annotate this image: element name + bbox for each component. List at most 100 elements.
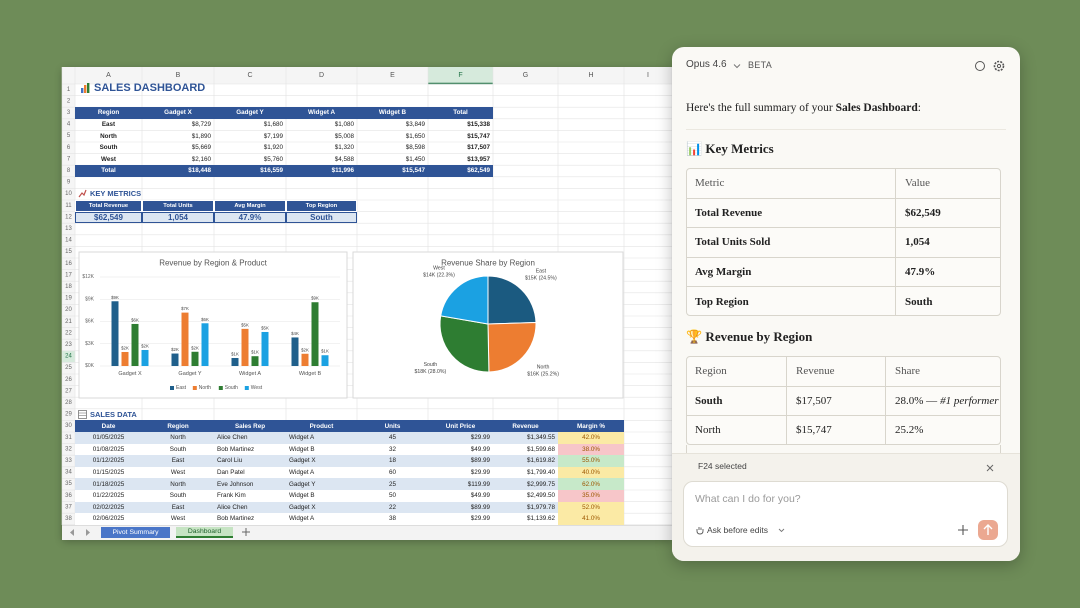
section-heading: 🏆 Revenue by Region (686, 329, 813, 344)
message-input[interactable] (683, 481, 1008, 547)
table-cell: $1,349.55 (493, 432, 558, 444)
table-cell: 60 (357, 466, 428, 479)
bar (261, 331, 269, 366)
total-cell: $11,996 (286, 165, 357, 177)
model-selector[interactable]: Opus 4.6 (686, 59, 727, 70)
column-header: E (390, 72, 395, 79)
data-label: $6K (131, 317, 139, 322)
table-cell: $1,920 (263, 144, 283, 152)
column-header: B (176, 72, 181, 79)
data-label: $4K (291, 331, 299, 336)
row-number: 24 (65, 354, 72, 360)
legend-swatch (244, 386, 249, 390)
intro-text: Here's the full summary of your Sales Da… (686, 102, 921, 114)
data-label: $5K (261, 325, 269, 330)
metric-value: 1,054 (142, 211, 214, 224)
pie-label-value: $14K (22.3%) (423, 273, 455, 279)
row-number: 35 (65, 481, 72, 487)
x-tick-label: Widget A (239, 371, 261, 377)
table-cell: $119.99 (428, 478, 493, 490)
data-label: $9K (311, 296, 319, 301)
assistant-panel: Opus 4.6 BETA Here's the full summary of y… (672, 47, 1020, 561)
plus-icon (958, 525, 968, 535)
row-number: 22 (65, 330, 72, 336)
attach-button[interactable] (952, 520, 974, 540)
table-header: Product (286, 420, 357, 432)
metric-header: Avg Margin (214, 200, 286, 212)
table-cell: 28.0% — #1 performer (885, 385, 1001, 416)
row-number: 6 (67, 145, 71, 151)
table-cell: 42.0% (558, 432, 624, 444)
row-number: 16 (65, 261, 72, 267)
row-number: 8 (67, 168, 71, 174)
data-label: $1K (231, 351, 239, 356)
table-header: Value (895, 168, 1001, 198)
data-label: $6K (201, 317, 209, 322)
pie-slice (439, 315, 490, 373)
total-cell: $16,559 (214, 165, 286, 177)
row-number: 19 (65, 296, 72, 302)
row-number: 11 (65, 203, 72, 209)
table-cell: South (895, 286, 1001, 316)
bar (141, 349, 149, 366)
add-sheet-button[interactable] (241, 527, 251, 537)
chevron-icon (733, 64, 741, 69)
table-header: Widget A (286, 107, 357, 119)
bar (191, 351, 199, 366)
table-cell: 62.0% (558, 478, 624, 490)
data-label: $7K (181, 306, 189, 311)
table-cell: North (142, 432, 214, 444)
table-header: Region (695, 364, 727, 377)
legend-label: South (225, 385, 238, 391)
table-cell: $2,499.50 (493, 490, 558, 502)
table-header: Margin % (558, 420, 624, 432)
close-icon (986, 464, 994, 472)
table-cell: Dan Patel (214, 466, 286, 479)
table-header: Units (357, 420, 428, 432)
row-number: 28 (65, 400, 72, 406)
pie-label-name: East (536, 269, 547, 275)
sheet-tab[interactable]: Dashboard (176, 527, 233, 538)
legend-swatch (218, 386, 223, 390)
header-icons[interactable] (972, 59, 1012, 73)
row-number: 30 (65, 423, 72, 429)
close-selection[interactable] (985, 463, 995, 473)
pie-label-name: West (433, 266, 445, 272)
row-number: 1 (67, 87, 71, 93)
pie-label-value: $16K (25.2%) (527, 371, 559, 377)
table-cell: 01/05/2025 (75, 432, 142, 444)
table-cell: Bob Martinez (214, 513, 286, 525)
row-number: 20 (65, 307, 72, 313)
bar (311, 302, 319, 366)
chat-icon (975, 61, 985, 71)
table-cell: North (100, 132, 117, 140)
table-cell: 02/02/2025 (75, 501, 142, 514)
table-cell: $1,450 (405, 155, 425, 163)
chart-title: Revenue Share by Region (441, 259, 535, 268)
table-cell: 52.0% (558, 501, 624, 514)
column-header: H (588, 72, 593, 79)
row-number: 23 (65, 342, 72, 348)
divider (686, 129, 1006, 130)
table-cell: East (142, 501, 214, 514)
row-number: 4 (67, 122, 71, 128)
table-header: Region (75, 107, 142, 119)
table-cell: $5,760 (263, 155, 283, 163)
pie-label-name: South (424, 362, 438, 368)
x-tick-label: Widget B (299, 371, 322, 377)
table-cell: West (142, 466, 214, 479)
title-icon (81, 83, 90, 93)
bar (131, 323, 139, 366)
settings-icon (993, 60, 1005, 72)
bar (251, 356, 259, 366)
send-button[interactable] (978, 520, 998, 540)
bar (301, 353, 309, 366)
sheet-tab[interactable]: Pivot Summary (101, 527, 170, 538)
row-number: 18 (65, 284, 72, 290)
data-label: $2K (301, 347, 309, 352)
arrow-right (86, 529, 90, 536)
table-cell: South (99, 144, 118, 152)
mode-selector[interactable]: Ask before edits (707, 525, 768, 535)
section-title: SALES DATA (90, 409, 137, 419)
table-cell: $7,199 (263, 132, 283, 140)
